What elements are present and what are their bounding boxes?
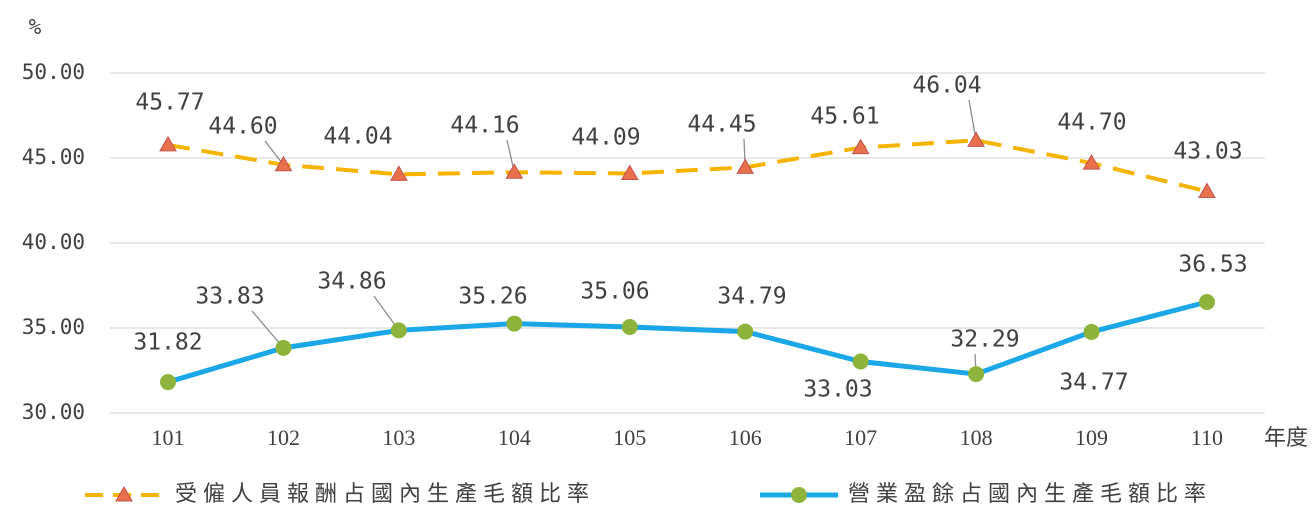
marker (620, 164, 639, 180)
data-label: 44.70 (1057, 110, 1126, 136)
x-tick-label: 110 (1191, 425, 1223, 450)
data-label: 36.53 (1178, 252, 1247, 278)
marker (851, 138, 870, 155)
data-label: 31.82 (133, 330, 202, 356)
x-tick-label: 108 (960, 425, 993, 450)
marker (390, 165, 408, 181)
y-tick-label: 40.00 (22, 230, 85, 254)
marker (1198, 293, 1215, 310)
x-tick-label: 102 (267, 425, 300, 450)
data-label: 44.04 (323, 124, 392, 150)
data-label: 35.06 (580, 279, 649, 305)
x-tick-label: 104 (498, 425, 531, 450)
marker (505, 163, 524, 179)
data-label: 44.09 (571, 125, 640, 151)
marker (275, 339, 292, 356)
x-tick-label: 101 (152, 425, 185, 450)
series-line (167, 299, 1208, 385)
data-label: 34.77 (1059, 370, 1128, 396)
data-label: 43.03 (1173, 139, 1242, 165)
data-label: 32.29 (950, 327, 1019, 353)
marker (621, 318, 638, 335)
marker (160, 374, 176, 391)
x-axis-label: 年度 (1264, 425, 1308, 450)
marker (967, 131, 985, 147)
data-label: 44.16 (450, 113, 519, 139)
x-tick-label: 105 (613, 425, 646, 450)
legend-label: 受僱人員報酬占國內生產毛額比率 (175, 482, 595, 507)
marker (390, 322, 407, 339)
legend-marker (115, 485, 133, 502)
x-tick-label: 103 (382, 425, 415, 450)
y-tick-label: 50.00 (22, 60, 85, 84)
marker (506, 315, 523, 332)
marker (274, 155, 293, 172)
data-label: 34.79 (717, 284, 786, 310)
y-tick-label: 45.00 (22, 145, 85, 169)
data-label: 33.83 (195, 284, 264, 310)
marker (1198, 182, 1216, 198)
data-label: 46.04 (912, 73, 981, 99)
data-label: 35.26 (458, 284, 527, 310)
marker (1083, 323, 1100, 340)
marker (737, 323, 754, 340)
x-tick-label: 106 (729, 425, 762, 450)
legend-label: 營業盈餘占國內生產毛額比率 (848, 482, 1212, 507)
marker (968, 366, 985, 383)
y-tick-label: 35.00 (22, 315, 85, 339)
x-tick-label: 107 (844, 425, 877, 450)
data-label: 33.03 (803, 377, 872, 403)
leader-line (251, 310, 284, 349)
data-label: 44.60 (208, 114, 277, 140)
marker (1082, 154, 1101, 170)
y-axis-label: % (29, 15, 42, 39)
marker (159, 135, 177, 152)
marker (736, 158, 755, 174)
marker (852, 353, 869, 370)
x-tick-label: 109 (1075, 425, 1108, 450)
data-label: 44.45 (687, 112, 756, 138)
data-label: 45.61 (810, 104, 879, 130)
legend-marker (791, 487, 807, 503)
leader-line (264, 140, 284, 166)
data-label: 45.77 (135, 90, 204, 116)
series-line (167, 138, 1208, 194)
data-label: 34.86 (317, 269, 386, 295)
y-tick-label: 30.00 (22, 400, 85, 424)
